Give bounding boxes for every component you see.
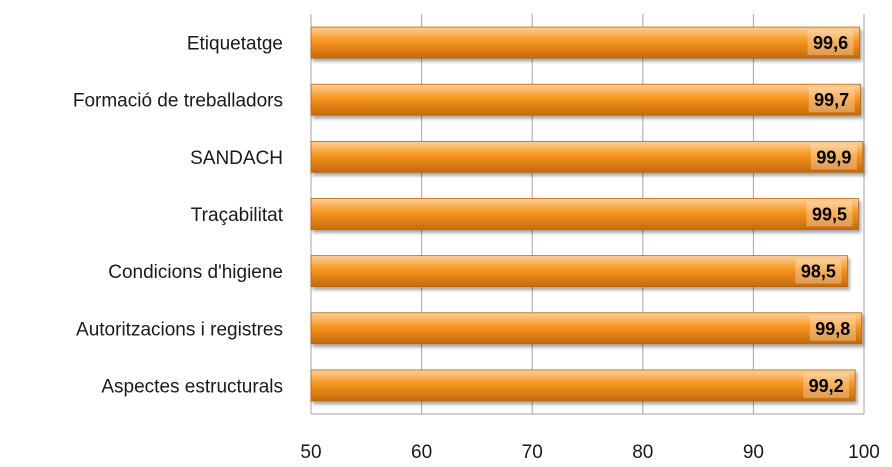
x-tick-label: 50 [300,442,321,463]
x-tick-label: 100 [848,442,880,463]
data-label: 99,6 [813,33,848,53]
category-label: SANDACH [190,148,283,169]
data-label-box [795,258,842,284]
category-label: Aspectes estructurals [101,376,283,397]
bars: 99,6 99,7 99,9 99,5 98,5 99,8 99,2 [310,26,864,402]
bar [310,26,860,59]
category-label: Condicions d'higiene [108,262,283,283]
category-label: Formació de treballadors [73,91,283,112]
data-label-box [809,315,856,341]
data-label: 99,2 [809,376,844,396]
data-label-box [803,372,850,398]
data-label: 99,8 [815,319,850,339]
category-label: Autoritzacions i registres [76,319,283,340]
data-label-box [810,144,857,170]
bar [310,312,863,345]
x-tick-label: 60 [411,442,432,463]
x-tick-label: 90 [743,442,764,463]
category-label: Traçabilitat [191,205,284,226]
data-label-box [808,87,855,113]
data-label: 99,9 [816,147,851,167]
data-label: 98,5 [801,262,836,282]
category-labels: Etiquetatge Formació de treballadors SANDA… [73,34,284,398]
data-label-box [807,30,854,56]
bar [310,255,848,288]
bar [310,369,856,402]
data-label: 99,7 [814,90,849,110]
bar [310,83,862,116]
x-tick-label: 70 [522,442,543,463]
category-label: Etiquetatge [187,34,283,55]
x-axis-tick-labels: 50 60 70 80 90 100 [300,442,879,463]
bar [310,198,859,230]
data-label-box [806,201,853,227]
x-tick-label: 80 [632,442,653,463]
data-label: 99,5 [812,205,847,225]
bar [310,140,864,173]
